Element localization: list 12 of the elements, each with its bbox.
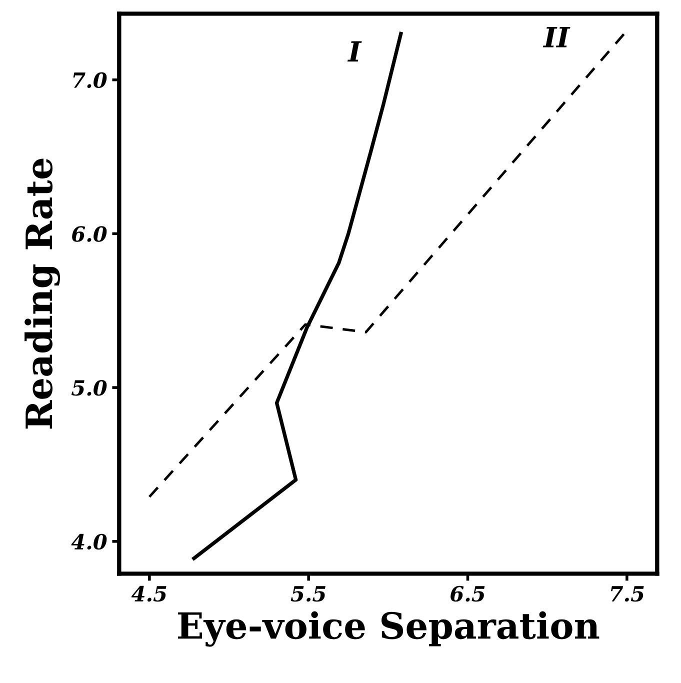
- y-tick-label: 4.0: [71, 534, 107, 550]
- x-tick-label: 4.5: [131, 586, 166, 602]
- series-label: II: [542, 27, 570, 48]
- x-tick-label: 6.5: [450, 586, 485, 602]
- x-axis-title: Eye-voice Separation: [178, 611, 600, 647]
- x-tick-label: 7.5: [610, 586, 644, 602]
- y-axis-title: Reading Rate: [24, 158, 60, 429]
- x-tick-label: 5.5: [290, 586, 326, 602]
- y-tick-label: 7.0: [73, 72, 107, 88]
- series-label: I: [347, 41, 362, 62]
- y-tick-label: 5.0: [71, 380, 107, 396]
- y-tick-label: 6.0: [72, 226, 107, 242]
